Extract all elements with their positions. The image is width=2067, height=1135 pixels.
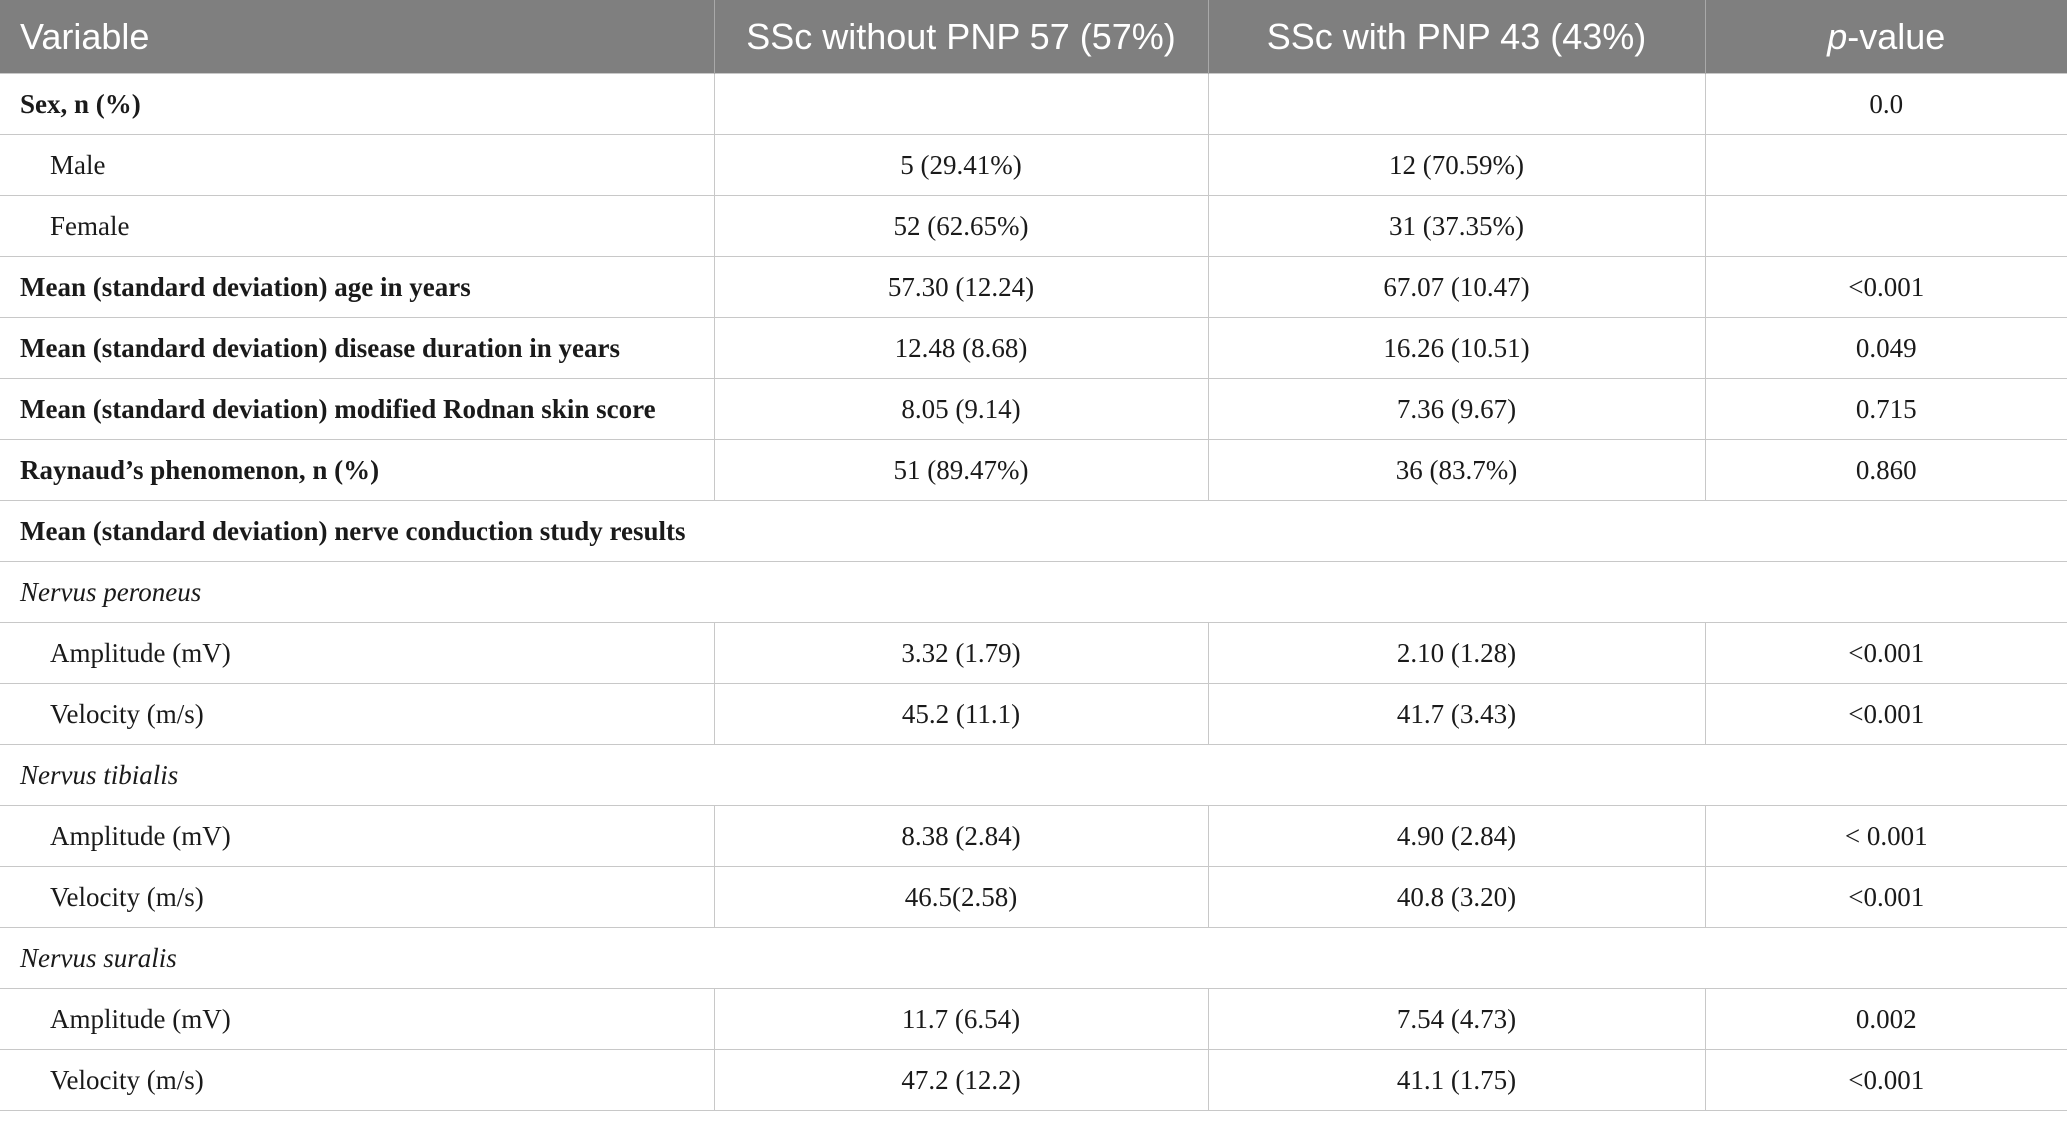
row-label: Velocity (m/s) bbox=[0, 683, 715, 745]
cell-with-pnp: 7.36 (9.67) bbox=[1208, 378, 1706, 440]
table-row: Amplitude (mV) 11.7 (6.54) 7.54 (4.73) 0… bbox=[0, 988, 2067, 1050]
row-label: Velocity (m/s) bbox=[0, 866, 715, 928]
cell-p-value: <0.001 bbox=[1705, 866, 2067, 928]
cell-p-value: <0.001 bbox=[1705, 1049, 2067, 1111]
row-label: Amplitude (mV) bbox=[0, 805, 715, 867]
table-row: Velocity (m/s) 45.2 (11.1) 41.7 (3.43) <… bbox=[0, 683, 2067, 745]
table-row: Amplitude (mV) 8.38 (2.84) 4.90 (2.84) <… bbox=[0, 805, 2067, 867]
row-label: Amplitude (mV) bbox=[0, 988, 715, 1050]
header-without-pnp: SSc without PNP 57 (57%) bbox=[714, 0, 1209, 74]
header-p-italic: p bbox=[1827, 15, 1848, 57]
cell-without-pnp bbox=[714, 73, 1209, 135]
cell-with-pnp: 16.26 (10.51) bbox=[1208, 317, 1706, 379]
table-row: Mean (standard deviation) age in years 5… bbox=[0, 256, 2067, 318]
cell-without-pnp: 46.5(2.58) bbox=[714, 866, 1209, 928]
table-row: Mean (standard deviation) modified Rodna… bbox=[0, 378, 2067, 440]
subsection-heading: Nervus tibialis bbox=[0, 744, 2067, 806]
cell-without-pnp: 8.05 (9.14) bbox=[714, 378, 1209, 440]
cell-with-pnp: 40.8 (3.20) bbox=[1208, 866, 1706, 928]
header-with-pnp: SSc with PNP 43 (43%) bbox=[1208, 0, 1706, 74]
cell-with-pnp: 67.07 (10.47) bbox=[1208, 256, 1706, 318]
cell-p-value bbox=[1705, 195, 2067, 257]
results-table: Variable SSc without PNP 57 (57%) SSc wi… bbox=[0, 0, 2067, 1111]
table-row: Velocity (m/s) 47.2 (12.2) 41.1 (1.75) <… bbox=[0, 1049, 2067, 1111]
section-heading: Mean (standard deviation) nerve conducti… bbox=[0, 500, 2067, 562]
subsection-row: Nervus suralis bbox=[0, 927, 2067, 989]
cell-p-value: <0.001 bbox=[1705, 256, 2067, 318]
cell-p-value: 0.002 bbox=[1705, 988, 2067, 1050]
subsection-row: Nervus tibialis bbox=[0, 744, 2067, 806]
subsection-heading: Nervus suralis bbox=[0, 927, 2067, 989]
cell-with-pnp: 41.7 (3.43) bbox=[1208, 683, 1706, 745]
cell-p-value: <0.001 bbox=[1705, 683, 2067, 745]
row-label: Mean (standard deviation) disease durati… bbox=[0, 317, 715, 379]
cell-without-pnp: 11.7 (6.54) bbox=[714, 988, 1209, 1050]
cell-with-pnp: 7.54 (4.73) bbox=[1208, 988, 1706, 1050]
subsection-row: Nervus peroneus bbox=[0, 561, 2067, 623]
cell-without-pnp: 51 (89.47%) bbox=[714, 439, 1209, 501]
cell-p-value bbox=[1705, 134, 2067, 196]
row-label: Mean (standard deviation) age in years bbox=[0, 256, 715, 318]
row-label: Velocity (m/s) bbox=[0, 1049, 715, 1111]
cell-without-pnp: 8.38 (2.84) bbox=[714, 805, 1209, 867]
cell-with-pnp: 41.1 (1.75) bbox=[1208, 1049, 1706, 1111]
row-label: Amplitude (mV) bbox=[0, 622, 715, 684]
row-label: Raynaud’s phenomenon, n (%) bbox=[0, 439, 715, 501]
row-label: Mean (standard deviation) modified Rodna… bbox=[0, 378, 715, 440]
table-header-row: Variable SSc without PNP 57 (57%) SSc wi… bbox=[0, 0, 2067, 74]
cell-with-pnp: 2.10 (1.28) bbox=[1208, 622, 1706, 684]
subsection-heading: Nervus peroneus bbox=[0, 561, 2067, 623]
header-p-value: p-value bbox=[1705, 0, 2067, 74]
table-row: Mean (standard deviation) disease durati… bbox=[0, 317, 2067, 379]
table-row: Amplitude (mV) 3.32 (1.79) 2.10 (1.28) <… bbox=[0, 622, 2067, 684]
cell-without-pnp: 5 (29.41%) bbox=[714, 134, 1209, 196]
table-row: Sex, n (%) 0.0 bbox=[0, 73, 2067, 135]
cell-with-pnp: 4.90 (2.84) bbox=[1208, 805, 1706, 867]
cell-with-pnp: 12 (70.59%) bbox=[1208, 134, 1706, 196]
cell-without-pnp: 52 (62.65%) bbox=[714, 195, 1209, 257]
header-variable: Variable bbox=[0, 0, 715, 74]
cell-p-value: < 0.001 bbox=[1705, 805, 2067, 867]
table-row: Velocity (m/s) 46.5(2.58) 40.8 (3.20) <0… bbox=[0, 866, 2067, 928]
cell-p-value: 0.715 bbox=[1705, 378, 2067, 440]
cell-with-pnp: 36 (83.7%) bbox=[1208, 439, 1706, 501]
cell-p-value: 0.0 bbox=[1705, 73, 2067, 135]
cell-without-pnp: 57.30 (12.24) bbox=[714, 256, 1209, 318]
cell-p-value: 0.860 bbox=[1705, 439, 2067, 501]
cell-with-pnp bbox=[1208, 73, 1706, 135]
table-row: Female 52 (62.65%) 31 (37.35%) bbox=[0, 195, 2067, 257]
header-p-suffix: -value bbox=[1847, 15, 1946, 57]
row-label: Male bbox=[0, 134, 715, 196]
cell-without-pnp: 45.2 (11.1) bbox=[714, 683, 1209, 745]
table-row: Male 5 (29.41%) 12 (70.59%) bbox=[0, 134, 2067, 196]
table-row: Raynaud’s phenomenon, n (%) 51 (89.47%) … bbox=[0, 439, 2067, 501]
cell-p-value: 0.049 bbox=[1705, 317, 2067, 379]
cell-without-pnp: 12.48 (8.68) bbox=[714, 317, 1209, 379]
cell-without-pnp: 3.32 (1.79) bbox=[714, 622, 1209, 684]
row-label: Sex, n (%) bbox=[0, 73, 715, 135]
cell-with-pnp: 31 (37.35%) bbox=[1208, 195, 1706, 257]
cell-p-value: <0.001 bbox=[1705, 622, 2067, 684]
section-row: Mean (standard deviation) nerve conducti… bbox=[0, 500, 2067, 562]
row-label: Female bbox=[0, 195, 715, 257]
cell-without-pnp: 47.2 (12.2) bbox=[714, 1049, 1209, 1111]
